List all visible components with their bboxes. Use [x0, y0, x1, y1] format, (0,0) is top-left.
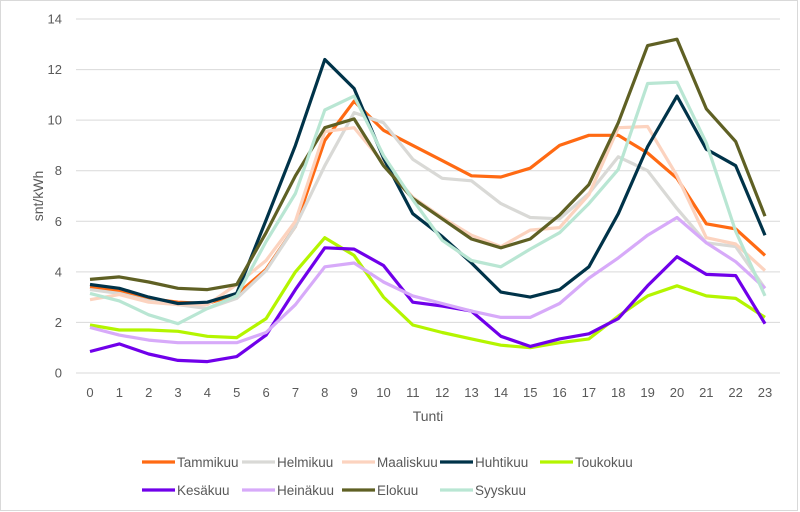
legend-label: Maaliskuu — [377, 455, 438, 470]
y-tick-label: 8 — [55, 163, 62, 178]
x-tick-label: 20 — [670, 385, 684, 400]
legend-item-heinäkuu: Heinäkuu — [242, 483, 334, 498]
x-axis-title: Tunti — [413, 408, 444, 424]
x-tick-label: 13 — [464, 385, 478, 400]
x-tick-label: 19 — [640, 385, 654, 400]
x-tick-label: 23 — [758, 385, 772, 400]
x-tick-label: 4 — [204, 385, 211, 400]
legend-item-maaliskuu: Maaliskuu — [342, 455, 438, 470]
series-line-helmikuu — [89, 110, 767, 311]
x-tick-label: 21 — [699, 385, 713, 400]
x-tick-label: 12 — [435, 385, 449, 400]
x-tick-label: 7 — [292, 385, 299, 400]
y-tick-label: 4 — [55, 264, 62, 279]
legend-label: Tammikuu — [177, 455, 239, 470]
x-axis-ticks: 0 1 2 3 4 5 6 7 8 9 10 11 12 13 14 15 16 17 18 19 20 21 22 23 — [86, 385, 772, 400]
legend-label: Helmikuu — [277, 455, 333, 470]
legend-label: Elokuu — [377, 483, 418, 498]
x-tick-label: 22 — [728, 385, 742, 400]
legend-item-syyskuu: Syyskuu — [440, 483, 526, 498]
legend-item-huhtikuu: Huhtikuu — [440, 455, 528, 470]
legend-label: Kesäkuu — [177, 483, 230, 498]
series-line-kesäkuu — [89, 246, 767, 364]
x-tick-label: 15 — [523, 385, 537, 400]
legend-item-tammikuu: Tammikuu — [142, 455, 239, 470]
y-axis-title: snt/kWh — [30, 171, 46, 222]
x-tick-label: 6 — [262, 385, 269, 400]
x-tick-label: 8 — [321, 385, 328, 400]
y-tick-label: 2 — [55, 315, 62, 330]
y-tick-label: 6 — [55, 214, 62, 229]
y-tick-label: 14 — [48, 12, 62, 27]
legend-label: Heinäkuu — [277, 483, 334, 498]
x-tick-label: 11 — [406, 385, 420, 400]
x-tick-label: 1 — [116, 385, 123, 400]
series-line-elokuu — [89, 37, 767, 292]
y-tick-label: 12 — [48, 62, 62, 77]
series-line-huhtikuu — [89, 57, 767, 306]
legend-item-elokuu: Elokuu — [342, 483, 418, 498]
y-axis-ticks: 0 2 4 6 8 10 12 14 — [48, 12, 62, 381]
legend-item-toukokuu: Toukokuu — [540, 455, 633, 470]
x-tick-label: 14 — [494, 385, 508, 400]
legend-item-helmikuu: Helmikuu — [242, 455, 333, 470]
series-lines — [89, 37, 767, 364]
gridlines — [76, 18, 780, 374]
series-line-toukokuu — [89, 236, 766, 350]
x-tick-label: 0 — [86, 385, 93, 400]
series-line-heinäkuu — [89, 215, 767, 345]
x-tick-label: 17 — [582, 385, 596, 400]
legend-label: Syyskuu — [475, 483, 526, 498]
x-tick-label: 9 — [351, 385, 358, 400]
x-tick-label: 2 — [145, 385, 152, 400]
series-line-syyskuu — [89, 80, 767, 326]
x-tick-label: 10 — [376, 385, 390, 400]
x-tick-label: 3 — [174, 385, 181, 400]
series-line-tammikuu — [89, 99, 767, 306]
y-tick-label: 0 — [55, 366, 62, 381]
x-tick-label: 16 — [552, 385, 566, 400]
x-tick-label: 18 — [611, 385, 625, 400]
legend-label: Huhtikuu — [475, 455, 528, 470]
y-tick-label: 10 — [48, 113, 62, 128]
legend: Tammikuu Helmikuu Maaliskuu Huhtikuu Toukoku… — [142, 455, 633, 498]
legend-item-kesäkuu: Kesäkuu — [142, 483, 230, 498]
x-tick-label: 5 — [233, 385, 240, 400]
legend-label: Toukokuu — [575, 455, 633, 470]
